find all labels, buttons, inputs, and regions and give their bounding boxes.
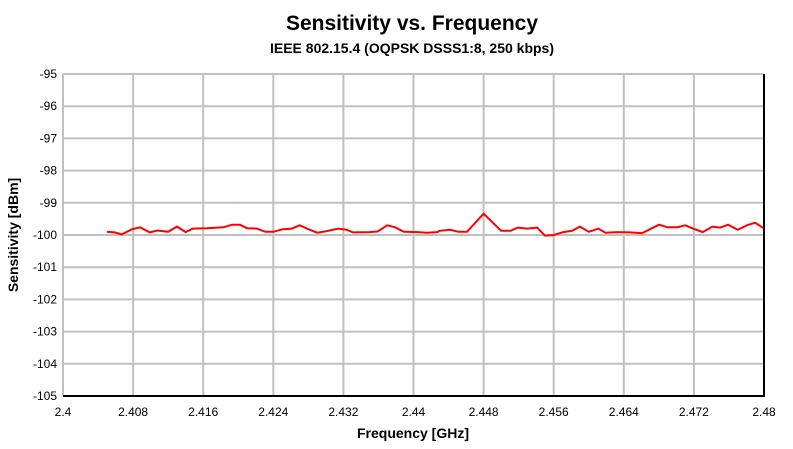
y-tick-label: -105	[33, 389, 57, 403]
y-tick-label: -95	[40, 67, 58, 81]
grid	[62, 73, 765, 397]
y-tick-label: -103	[33, 325, 57, 339]
x-tick-label: 2.464	[609, 405, 639, 419]
x-tick-label: 2.4	[55, 405, 72, 419]
x-tick-label: 2.424	[258, 405, 288, 419]
x-tick-label: 2.472	[679, 405, 709, 419]
y-axis-label: Sensitivity [dBm]	[5, 178, 21, 292]
x-tick-labels: 2.4 2.408 2.416 2.424 2.432 2.44 2.448 2.456 2.4…	[55, 405, 776, 419]
x-axis-label: Frequency [GHz]	[357, 425, 469, 441]
series-line	[106, 212, 764, 237]
chart-title: Sensitivity vs. Frequency	[286, 12, 538, 35]
x-tick-label: 2.456	[539, 405, 569, 419]
y-tick-label: -98	[40, 164, 58, 178]
x-tick-label: 2.44	[402, 405, 426, 419]
x-tick-label: 2.448	[469, 405, 499, 419]
y-tick-label: -97	[40, 131, 58, 145]
x-tick-label: 2.48	[752, 405, 776, 419]
x-tick-label: 2.432	[328, 405, 358, 419]
y-tick-label: -100	[33, 228, 57, 242]
y-tick-label: -104	[33, 357, 57, 371]
y-tick-label: -99	[40, 196, 58, 210]
y-tick-label: -102	[33, 292, 57, 306]
y-tick-label: -96	[40, 99, 58, 113]
y-tick-labels: -95 -96 -97 -98 -99 -100 -101 -102 -103 -104 -105	[33, 67, 57, 403]
chart-subtitle: IEEE 802.15.4 (OQPSK DSSS1:8, 250 kbps)	[270, 40, 554, 56]
x-tick-label: 2.416	[188, 405, 218, 419]
x-tick-label: 2.408	[118, 405, 148, 419]
y-tick-label: -101	[33, 260, 57, 274]
